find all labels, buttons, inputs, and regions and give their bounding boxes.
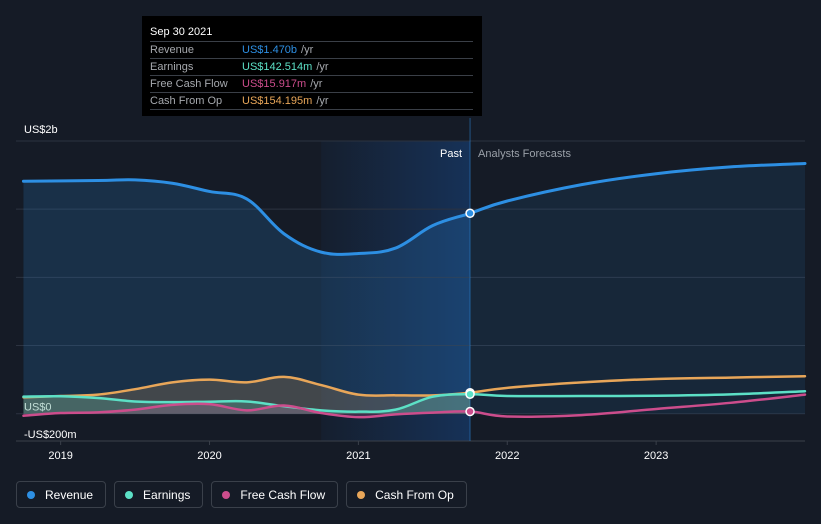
series-area-cash-from-op: [23, 376, 471, 414]
tooltip-unit: /yr: [316, 61, 329, 73]
past-label: Past: [440, 148, 462, 160]
x-tick-label: 2023: [644, 450, 668, 462]
data-tooltip: Sep 30 2021 Revenue US$1.470b /yr Earnin…: [142, 16, 482, 116]
series-line-cash-from-op: [22, 374, 807, 399]
x-tick-label: 2020: [197, 450, 221, 462]
legend-label: Earnings: [143, 487, 191, 502]
marker-free-cash-flow: [465, 406, 475, 417]
series-line-revenue: [21, 162, 807, 256]
tooltip-label: Cash From Op: [150, 95, 223, 107]
legend-dot-icon: [222, 490, 231, 499]
legend-item-free-cash-flow[interactable]: Free Cash Flow: [211, 481, 339, 508]
tooltip-row-earnings: Earnings US$142.514m /yr: [150, 58, 473, 75]
tooltip-unit: /yr: [301, 44, 314, 56]
y-tick-label: US$2b: [24, 124, 58, 136]
legend-item-revenue[interactable]: Revenue: [16, 481, 107, 508]
series-line-free-cash-flow: [22, 393, 807, 419]
tooltip-value: US$154.195m: [242, 95, 313, 107]
marker-earnings: [465, 389, 475, 399]
tooltip-row-free-cash-flow: Free Cash Flow US$15.917m /yr: [150, 75, 473, 92]
y-tick-label: US$0: [24, 402, 52, 414]
y-tick-label: -US$200m: [24, 429, 77, 441]
tooltip-label: Earnings: [150, 61, 194, 73]
marker-revenue: [465, 208, 475, 219]
legend-item-earnings[interactable]: Earnings: [114, 481, 204, 508]
legend-dot-icon: [27, 490, 35, 499]
legend-dot-icon: [125, 490, 134, 499]
tooltip-label: Free Cash Flow: [150, 78, 228, 90]
tooltip-label: Revenue: [150, 44, 195, 56]
series-area-revenue: [23, 179, 471, 414]
x-tick-label: 2021: [346, 450, 370, 462]
legend-item-cash-from-op[interactable]: Cash From Op: [346, 481, 467, 508]
x-tick-label: 2022: [495, 450, 519, 462]
x-tick-label: 2019: [48, 450, 72, 462]
tooltip-unit: /yr: [310, 78, 323, 90]
legend-label: Cash From Op: [375, 487, 454, 502]
forecast-label: Analysts Forecasts: [478, 148, 571, 160]
legend-label: Revenue: [45, 487, 94, 502]
chart-legend: Revenue Earnings Free Cash Flow Cash Fro…: [16, 481, 467, 508]
tooltip-row-revenue: Revenue US$1.470b /yr: [150, 41, 473, 58]
legend-label: Free Cash Flow: [240, 487, 326, 502]
tooltip-row-cash-from-op: Cash From Op US$154.195m /yr: [150, 92, 473, 110]
tooltip-unit: /yr: [316, 95, 329, 107]
tooltip-value: US$15.917m: [242, 78, 307, 90]
legend-dot-icon: [357, 490, 366, 499]
series-line-earnings: [22, 389, 807, 413]
tooltip-value: US$1.470b: [242, 44, 298, 56]
tooltip-value: US$142.514m: [242, 61, 313, 73]
series-area-forecast-revenue: [470, 163, 805, 414]
tooltip-date: Sep 30 2021: [150, 26, 213, 38]
